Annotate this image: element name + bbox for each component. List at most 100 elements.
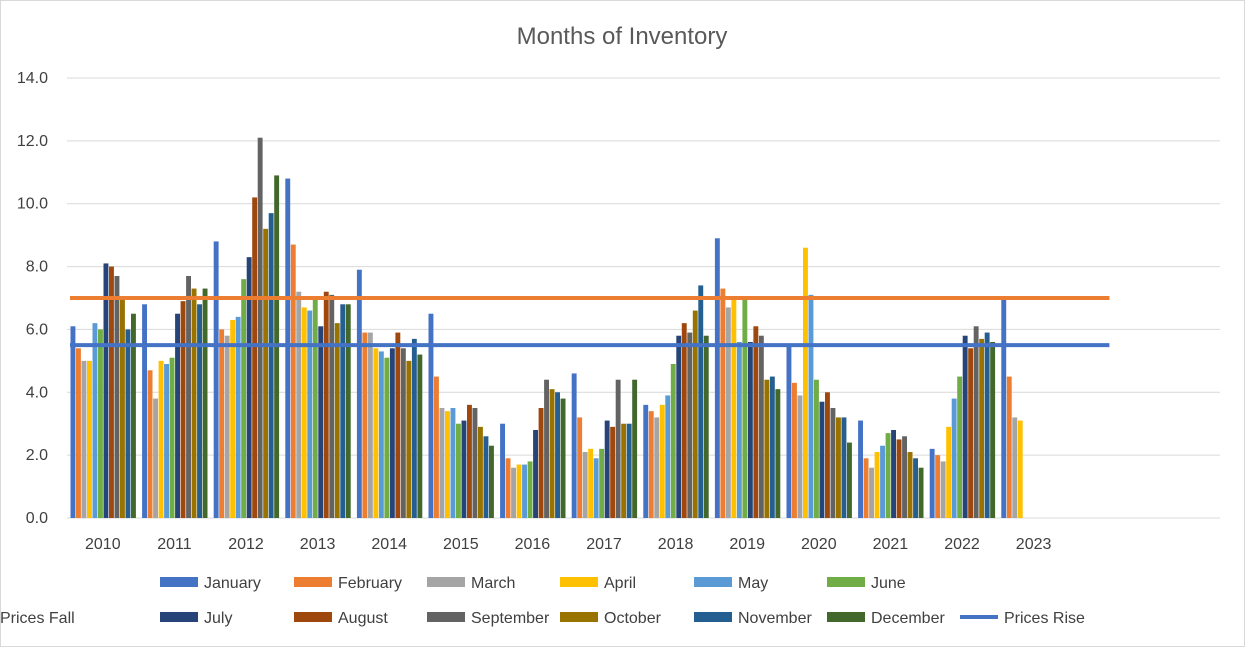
- bar-may-2013: [307, 310, 313, 518]
- bar-october-2016: [549, 389, 555, 518]
- bar-october-2011: [191, 288, 197, 518]
- bar-march-2022: [940, 461, 946, 518]
- legend-item-october: October: [560, 610, 662, 627]
- legend-swatch: [694, 577, 732, 587]
- bar-april-2020: [803, 247, 808, 518]
- bar-september-2020: [830, 408, 836, 518]
- bar-february-2011: [147, 370, 153, 518]
- bar-january-2022: [929, 448, 935, 518]
- legend-label: August: [338, 610, 388, 627]
- bar-may-2019: [736, 342, 742, 518]
- bar-february-2023: [1006, 376, 1012, 518]
- bar-june-2011: [169, 357, 175, 518]
- bar-january-2013: [285, 178, 291, 519]
- bar-september-2021: [902, 436, 907, 518]
- bar-november-2012: [268, 213, 274, 518]
- legend-swatch: [160, 577, 198, 587]
- bar-october-2017: [621, 423, 627, 518]
- bar-january-2010: [70, 326, 76, 518]
- legend-swatch: [560, 612, 598, 622]
- legend-label: January: [204, 575, 261, 592]
- bar-march-2015: [439, 408, 445, 518]
- bar-march-2012: [224, 335, 230, 518]
- bar-april-2013: [301, 307, 307, 518]
- legend-item-prices-fall: Prices Fall: [0, 610, 75, 627]
- bar-december-2015: [489, 445, 494, 518]
- legend-label: February: [338, 575, 402, 592]
- bar-january-2020: [786, 345, 792, 518]
- bar-april-2019: [731, 298, 737, 518]
- bar-february-2021: [863, 458, 869, 518]
- x-tick-label: 2014: [371, 536, 407, 553]
- legend-label: Prices Rise: [1004, 610, 1085, 627]
- bar-july-2010: [103, 263, 109, 518]
- x-tick-label: 2021: [873, 536, 909, 553]
- bar-october-2014: [406, 360, 412, 518]
- bar-november-2013: [340, 304, 346, 518]
- bar-october-2019: [764, 379, 770, 518]
- x-tick-label: 2020: [801, 536, 837, 553]
- y-tick-label: 2.0: [26, 447, 48, 464]
- bar-june-2014: [384, 357, 390, 518]
- bar-january-2021: [858, 420, 863, 518]
- bar-october-2012: [263, 228, 269, 518]
- bar-december-2022: [990, 342, 996, 518]
- legend-item-march: March: [427, 575, 515, 592]
- bar-december-2017: [632, 379, 638, 518]
- bar-june-2022: [957, 376, 963, 518]
- bar-june-2019: [742, 298, 748, 518]
- x-tick-label: 2017: [586, 536, 622, 553]
- legend-label: June: [871, 575, 906, 592]
- bar-march-2016: [511, 467, 516, 518]
- bar-september-2018: [687, 332, 693, 518]
- bar-march-2014: [367, 332, 373, 518]
- bar-february-2016: [505, 458, 511, 518]
- bar-august-2011: [180, 301, 186, 518]
- x-axis: 2010 2011 2012 2013 2014 2015 2016 2017 2018 2019…: [85, 536, 1051, 553]
- legend-item-december: December: [827, 610, 945, 627]
- bar-january-2019: [714, 238, 720, 519]
- x-tick-label: 2015: [443, 536, 479, 553]
- legend-item-september: September: [427, 610, 550, 627]
- y-tick-label: 6.0: [26, 321, 48, 338]
- bar-february-2022: [935, 455, 941, 518]
- bar-february-2015: [434, 376, 439, 518]
- bar-april-2016: [516, 464, 522, 518]
- bar-november-2014: [411, 338, 417, 518]
- legend-label: Prices Fall: [0, 610, 75, 627]
- x-tick-label: 2023: [1016, 536, 1052, 553]
- bar-july-2011: [175, 313, 180, 518]
- bar-august-2014: [395, 332, 401, 518]
- bar-july-2013: [318, 326, 324, 518]
- bar-march-2020: [797, 395, 803, 518]
- legend-label: April: [604, 575, 636, 592]
- bar-june-2018: [670, 364, 676, 518]
- bar-may-2015: [450, 408, 456, 518]
- bar-january-2017: [571, 373, 577, 518]
- bar-february-2010: [76, 348, 81, 518]
- legend-swatch: [160, 612, 198, 622]
- bar-november-2020: [841, 417, 847, 518]
- bar-july-2022: [962, 335, 968, 518]
- bar-june-2016: [527, 461, 533, 518]
- legend-item-april: April: [560, 575, 636, 592]
- legend-label: December: [871, 610, 945, 627]
- bar-june-2020: [814, 379, 819, 518]
- bar-november-2017: [626, 423, 632, 518]
- bar-march-2011: [153, 398, 158, 518]
- legend-item-prices-rise: Prices Rise: [960, 610, 1085, 627]
- bar-may-2012: [235, 316, 241, 518]
- legend-label: October: [604, 610, 662, 627]
- bar-november-2010: [125, 329, 131, 518]
- bar-may-2016: [522, 464, 527, 518]
- legend-item-may: May: [694, 575, 768, 592]
- bar-august-2013: [323, 291, 329, 518]
- bar-december-2019: [775, 389, 781, 518]
- y-axis: 0.0 2.0 4.0 6.0 8.0 10.0 12.0 14.0: [17, 70, 48, 527]
- bar-september-2011: [186, 276, 191, 518]
- legend-swatch: [294, 577, 332, 587]
- bar-may-2017: [593, 458, 599, 518]
- bar-july-2021: [891, 430, 896, 518]
- legend-label: July: [204, 610, 232, 627]
- bar-march-2018: [654, 417, 660, 518]
